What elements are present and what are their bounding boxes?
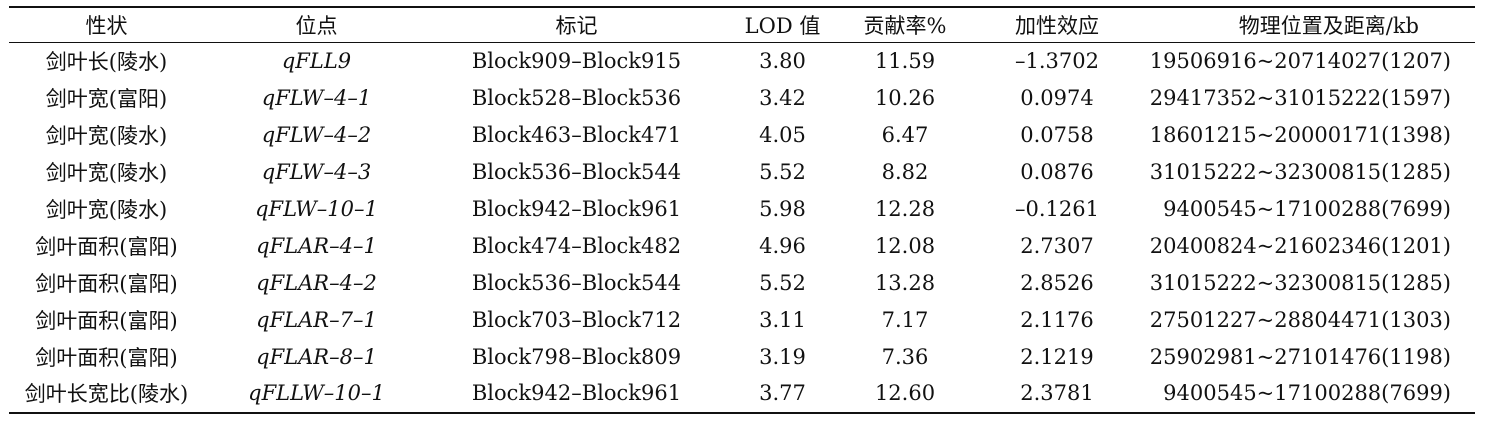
cell-additive-effect: 2.1176 [1020, 307, 1094, 332]
cell-locus: qFLAR–8–1 [256, 344, 377, 369]
qtl-table: 性状 位点 标记 LOD 值 贡献率% 加性效应 物理位置及距离/kb 剑叶长(… [9, 6, 1475, 414]
cell-additive-effect: 2.7307 [1020, 233, 1094, 258]
cell-additive-effect: 0.0758 [1020, 123, 1094, 148]
cell-lod: 3.11 [759, 307, 806, 332]
cell-trait: 剑叶面积(富阳) [35, 234, 178, 259]
cell-physical-position: 9400545~17100288(7699) [1145, 375, 1475, 414]
cell-lod: 5.98 [759, 197, 806, 221]
cell-locus: qFLAR–4–2 [256, 270, 377, 295]
cell-additive-effect: 2.1219 [1020, 344, 1094, 369]
cell-lod: 5.52 [759, 270, 806, 295]
cell-trait: 剑叶宽(陵水) [45, 161, 168, 186]
cell-marker: Block536–Block544 [471, 160, 682, 185]
cell-marker: Block474–Block482 [471, 233, 682, 258]
table-row: 剑叶长宽比(陵水) qFLLW–10–1 Block942–Block961 3… [9, 375, 1475, 414]
cell-trait: 剑叶宽(陵水) [45, 198, 168, 222]
cell-lod: 5.52 [759, 160, 806, 185]
cell-additive-effect: –0.1261 [1015, 197, 1099, 221]
cell-locus: qFLW–4–1 [261, 86, 372, 111]
cell-lod: 3.42 [759, 86, 806, 111]
cell-physical-position: 29417352~31015222(1597) [1149, 86, 1451, 111]
cell-trait: 剑叶面积(富阳) [35, 308, 178, 333]
cell-trait: 剑叶宽(富阳) [45, 87, 168, 112]
cell-physical-position: 18601215~20000171(1398) [1149, 123, 1451, 148]
table-header: 性状 位点 标记 LOD 值 贡献率% 加性效应 物理位置及距离/kb [9, 7, 1475, 43]
header-locus: 位点 [204, 7, 429, 43]
cell-physical-position: 25902981~27101476(1198) [1149, 344, 1451, 369]
cell-marker: Block463–Block471 [471, 123, 682, 148]
cell-lod: 4.96 [759, 233, 806, 258]
qtl-table-container: 性状 位点 标记 LOD 值 贡献率% 加性效应 物理位置及距离/kb 剑叶长(… [9, 6, 1475, 414]
table-row: 剑叶面积(富阳) qFLAR–8–1 Block798–Block809 3.1… [9, 338, 1475, 375]
cell-contribution: 13.28 [874, 270, 936, 295]
cell-trait: 剑叶宽(陵水) [45, 124, 168, 149]
header-marker: 标记 [429, 7, 724, 43]
table-row: 剑叶宽(陵水) qFLW–4–2 Block463–Block471 4.05 … [9, 117, 1475, 154]
header-contribution: 贡献率% [841, 7, 969, 43]
cell-additive-effect: –1.3702 [1015, 49, 1099, 74]
cell-contribution: 11.59 [874, 49, 936, 74]
cell-locus: qFLAR–7–1 [256, 307, 377, 332]
cell-physical-position: 19506916~20714027(1207) [1149, 49, 1451, 74]
header-physical-position: 物理位置及距离/kb [1145, 7, 1475, 43]
cell-contribution: 12.28 [874, 197, 936, 221]
cell-locus: qFLAR–4–1 [256, 233, 377, 258]
header-row: 性状 位点 标记 LOD 值 贡献率% 加性效应 物理位置及距离/kb [9, 7, 1475, 43]
cell-contribution: 10.26 [874, 86, 936, 111]
table-row: 剑叶面积(富阳) qFLAR–4–1 Block474–Block482 4.9… [9, 227, 1475, 264]
cell-lod: 4.05 [759, 123, 806, 148]
cell-lod: 3.19 [759, 344, 806, 369]
cell-contribution: 12.60 [841, 375, 969, 414]
cell-additive-effect: 0.0974 [1020, 86, 1094, 111]
table-row: 剑叶宽(陵水) qFLW–4–3 Block536–Block544 5.52 … [9, 154, 1475, 191]
cell-locus: qFLL9 [281, 49, 352, 74]
header-lod: LOD 值 [724, 7, 841, 43]
cell-physical-position: 9400545~17100288(7699) [1163, 197, 1451, 221]
cell-locus: qFLW–10–1 [255, 197, 378, 221]
cell-physical-position: 27501227~28804471(1303) [1149, 307, 1451, 332]
cell-additive-effect: 0.0876 [1020, 160, 1094, 185]
cell-physical-position: 31015222~32300815(1285) [1149, 160, 1451, 185]
cell-locus: qFLLW–10–1 [204, 375, 429, 414]
table-row: 剑叶宽(富阳) qFLW–4–1 Block528–Block536 3.42 … [9, 80, 1475, 117]
table-row: 剑叶长(陵水) qFLL9 Block909–Block915 3.80 11.… [9, 43, 1475, 80]
cell-marker: Block528–Block536 [471, 86, 682, 111]
cell-physical-position: 31015222~32300815(1285) [1149, 270, 1451, 295]
table-row: 剑叶面积(富阳) qFLAR–4–2 Block536–Block544 5.5… [9, 264, 1475, 301]
cell-lod: 3.77 [724, 375, 841, 414]
cell-additive-effect: 2.8526 [1020, 270, 1094, 295]
header-additive-effect: 加性效应 [969, 7, 1145, 43]
cell-contribution: 12.08 [874, 233, 936, 258]
cell-marker: Block942–Block961 [429, 375, 724, 414]
cell-trait: 剑叶长宽比(陵水) [9, 375, 204, 414]
table-body: 剑叶长(陵水) qFLL9 Block909–Block915 3.80 11.… [9, 43, 1475, 414]
cell-locus: qFLW–4–2 [261, 123, 372, 148]
cell-trait: 剑叶长(陵水) [45, 50, 168, 75]
table-row: 剑叶面积(富阳) qFLAR–7–1 Block703–Block712 3.1… [9, 301, 1475, 338]
cell-marker: Block909–Block915 [471, 49, 682, 74]
cell-marker: Block798–Block809 [471, 344, 682, 369]
cell-physical-position: 20400824~21602346(1201) [1149, 233, 1451, 258]
cell-trait: 剑叶面积(富阳) [35, 271, 178, 296]
cell-marker: Block536–Block544 [471, 270, 682, 295]
cell-marker: Block942–Block961 [471, 197, 682, 221]
cell-lod: 3.80 [759, 49, 806, 74]
cell-contribution: 7.36 [881, 344, 929, 369]
header-trait: 性状 [9, 7, 204, 43]
cell-trait: 剑叶面积(富阳) [35, 345, 178, 370]
cell-locus: qFLW–4–3 [261, 160, 372, 185]
cell-additive-effect: 2.3781 [969, 375, 1145, 414]
cell-contribution: 7.17 [881, 307, 929, 332]
cell-marker: Block703–Block712 [471, 307, 682, 332]
cell-contribution: 8.82 [881, 160, 929, 185]
cell-contribution: 6.47 [881, 123, 929, 148]
table-row: 剑叶宽(陵水) qFLW–10–1 Block942–Block961 5.98… [9, 191, 1475, 228]
